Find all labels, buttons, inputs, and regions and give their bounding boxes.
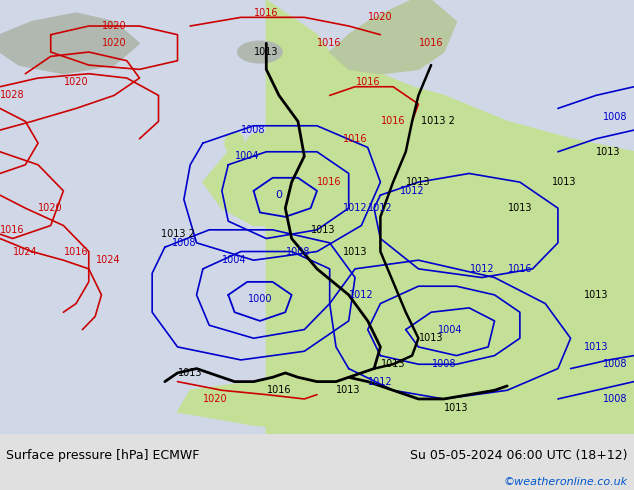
Polygon shape: [203, 139, 317, 225]
Text: Su 05-05-2024 06:00 UTC (18+12): Su 05-05-2024 06:00 UTC (18+12): [410, 448, 628, 462]
Text: 1012: 1012: [343, 203, 367, 213]
Text: 1008: 1008: [603, 112, 627, 122]
Text: 1016: 1016: [318, 38, 342, 49]
Text: 1008: 1008: [242, 125, 266, 135]
Text: 1013: 1013: [311, 225, 335, 235]
Text: Surface pressure [hPa] ECMWF: Surface pressure [hPa] ECMWF: [6, 448, 200, 462]
Text: 1008: 1008: [432, 359, 456, 369]
Text: 1013 2: 1013 2: [420, 117, 455, 126]
Text: 1004: 1004: [438, 324, 462, 335]
Ellipse shape: [225, 132, 244, 154]
Text: 1020: 1020: [368, 12, 392, 23]
Text: 1000: 1000: [248, 294, 272, 304]
Text: 1020: 1020: [102, 21, 126, 31]
Text: 1008: 1008: [286, 246, 310, 257]
Text: 1012: 1012: [368, 203, 392, 213]
Text: 1016: 1016: [254, 8, 278, 18]
Text: 1024: 1024: [96, 255, 120, 265]
Text: 1024: 1024: [13, 246, 37, 257]
Text: 1013 2: 1013 2: [160, 229, 195, 239]
Text: 1004: 1004: [235, 151, 259, 161]
Text: 1016: 1016: [318, 177, 342, 187]
Text: 1013: 1013: [178, 368, 202, 378]
Text: 1016: 1016: [356, 77, 380, 87]
Text: 0: 0: [275, 190, 283, 200]
Polygon shape: [178, 356, 444, 434]
Text: 1008: 1008: [603, 359, 627, 369]
Text: 1020: 1020: [64, 77, 88, 87]
Text: 1020: 1020: [39, 203, 63, 213]
Text: 1013: 1013: [343, 246, 367, 257]
Polygon shape: [0, 13, 139, 74]
Text: 1013: 1013: [584, 342, 608, 352]
Text: 1013: 1013: [419, 333, 443, 343]
Text: 1013: 1013: [508, 203, 532, 213]
Text: 1013: 1013: [406, 177, 430, 187]
Text: 1013: 1013: [597, 147, 621, 157]
Text: 1013: 1013: [552, 177, 576, 187]
Text: 1016: 1016: [343, 134, 367, 144]
Text: 1012: 1012: [470, 264, 494, 274]
Text: 1016: 1016: [381, 117, 405, 126]
Text: 1016: 1016: [64, 246, 88, 257]
Text: 1016: 1016: [419, 38, 443, 49]
Text: 1013: 1013: [444, 403, 469, 413]
Text: ©weatheronline.co.uk: ©weatheronline.co.uk: [503, 477, 628, 487]
Polygon shape: [266, 0, 634, 434]
Text: 1016: 1016: [267, 385, 291, 395]
Text: 1013: 1013: [254, 47, 278, 57]
Text: 1013: 1013: [381, 359, 405, 369]
Text: 1008: 1008: [603, 394, 627, 404]
Text: 1012: 1012: [400, 186, 424, 196]
Text: 1028: 1028: [1, 90, 25, 100]
Text: 1004: 1004: [223, 255, 247, 265]
Text: 1020: 1020: [204, 394, 228, 404]
Text: 1016: 1016: [508, 264, 532, 274]
Text: 1020: 1020: [102, 38, 126, 49]
Text: 1013: 1013: [584, 290, 608, 300]
Text: 1016: 1016: [1, 225, 25, 235]
Text: 1012: 1012: [349, 290, 373, 300]
Ellipse shape: [244, 132, 276, 172]
Text: 1008: 1008: [172, 238, 196, 248]
Polygon shape: [330, 0, 456, 74]
Text: 1012: 1012: [368, 377, 392, 387]
Text: 1013: 1013: [337, 385, 361, 395]
Ellipse shape: [238, 41, 282, 63]
